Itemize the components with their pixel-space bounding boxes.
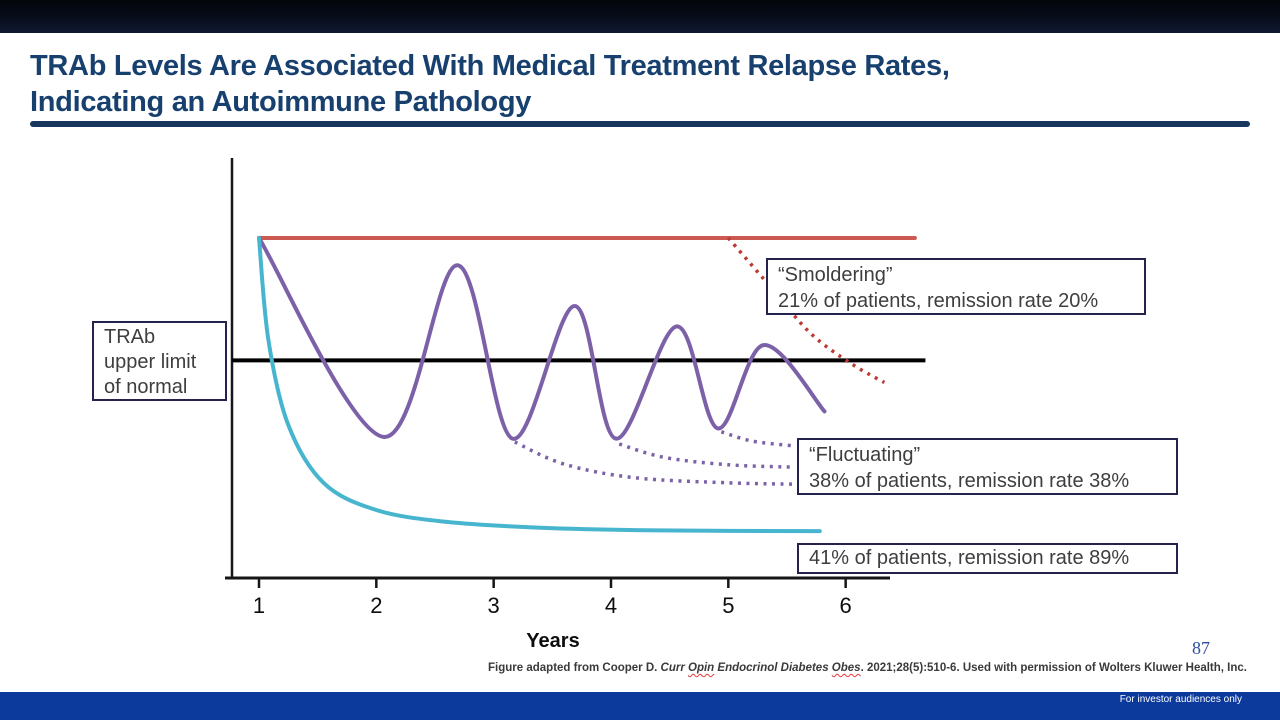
smoldering-annotation-line-1: “Smoldering” xyxy=(778,264,893,286)
x-tick-label-3: 3 xyxy=(488,593,500,618)
rapid-remission-annotation-box: 41% of patients, remission rate 89% xyxy=(797,543,1178,574)
trab-label-line-2: upper limit xyxy=(104,351,197,373)
x-tick-label-1: 1 xyxy=(253,593,265,618)
slide-title-line-2: Indicating an Autoimmune Pathology xyxy=(30,86,532,118)
series-fluctuating-remission-branch-1 xyxy=(514,440,796,486)
audience-note: For investor audiences only xyxy=(1119,694,1242,705)
series-fluctuating-remission-branch-3 xyxy=(720,430,796,448)
slide-title: TRAb Levels Are Associated With Medical … xyxy=(30,48,1260,120)
series-fluctuating-remission-branch-2 xyxy=(618,442,796,469)
citation-suffix: . 2021;28(5):510-6. Used with permission… xyxy=(860,662,1247,674)
fluctuating-annotation-line-2: 38% of patients, remission rate 38% xyxy=(809,470,1130,492)
citation-journal-part-4: Obes xyxy=(831,662,861,674)
series-smoldering-late-decline xyxy=(726,236,886,385)
slide-title-line-1: TRAb Levels Are Associated With Medical … xyxy=(30,50,950,82)
x-tick-label-2: 2 xyxy=(370,593,382,618)
fluctuating-annotation-line-1: “Fluctuating” xyxy=(809,444,921,466)
trab-upper-limit-label-box: TRAb upper limit of normal xyxy=(92,321,227,401)
top-navy-bar xyxy=(0,0,1280,33)
trab-label-line-3: of normal xyxy=(104,376,188,398)
smoldering-annotation-box: “Smoldering” 21% of patients, remission … xyxy=(766,258,1146,315)
bottom-blue-bar: For investor audiences only xyxy=(0,692,1280,720)
x-tick-label-6: 6 xyxy=(840,593,852,618)
x-axis-title: Years xyxy=(526,630,580,652)
title-underline-rule xyxy=(30,121,1250,127)
citation-journal-part-3: Endocrinol Diabetes xyxy=(714,662,832,674)
x-tick-label-5: 5 xyxy=(722,593,734,618)
trab-label-line-1: TRAb xyxy=(104,326,156,348)
x-tick-label-4: 4 xyxy=(605,593,617,618)
series-rapid-remission xyxy=(257,236,822,534)
page-number: 87 xyxy=(1192,638,1210,658)
citation-journal-part-2: Opin xyxy=(688,662,715,674)
figure-citation: Figure adapted from Cooper D. Curr Opin … xyxy=(488,662,1247,674)
smoldering-annotation-line-2: 21% of patients, remission rate 20% xyxy=(778,290,1099,312)
citation-prefix: Figure adapted from Cooper D. xyxy=(488,662,661,674)
fluctuating-annotation-box: “Fluctuating” 38% of patients, remission… xyxy=(797,438,1178,495)
series-fluctuating xyxy=(257,236,827,441)
citation-journal-part-1: Curr xyxy=(660,662,689,674)
rapid-remission-annotation-line: 41% of patients, remission rate 89% xyxy=(809,547,1130,569)
trab-relapse-chart: 1 2 3 4 5 6 xyxy=(225,158,926,618)
